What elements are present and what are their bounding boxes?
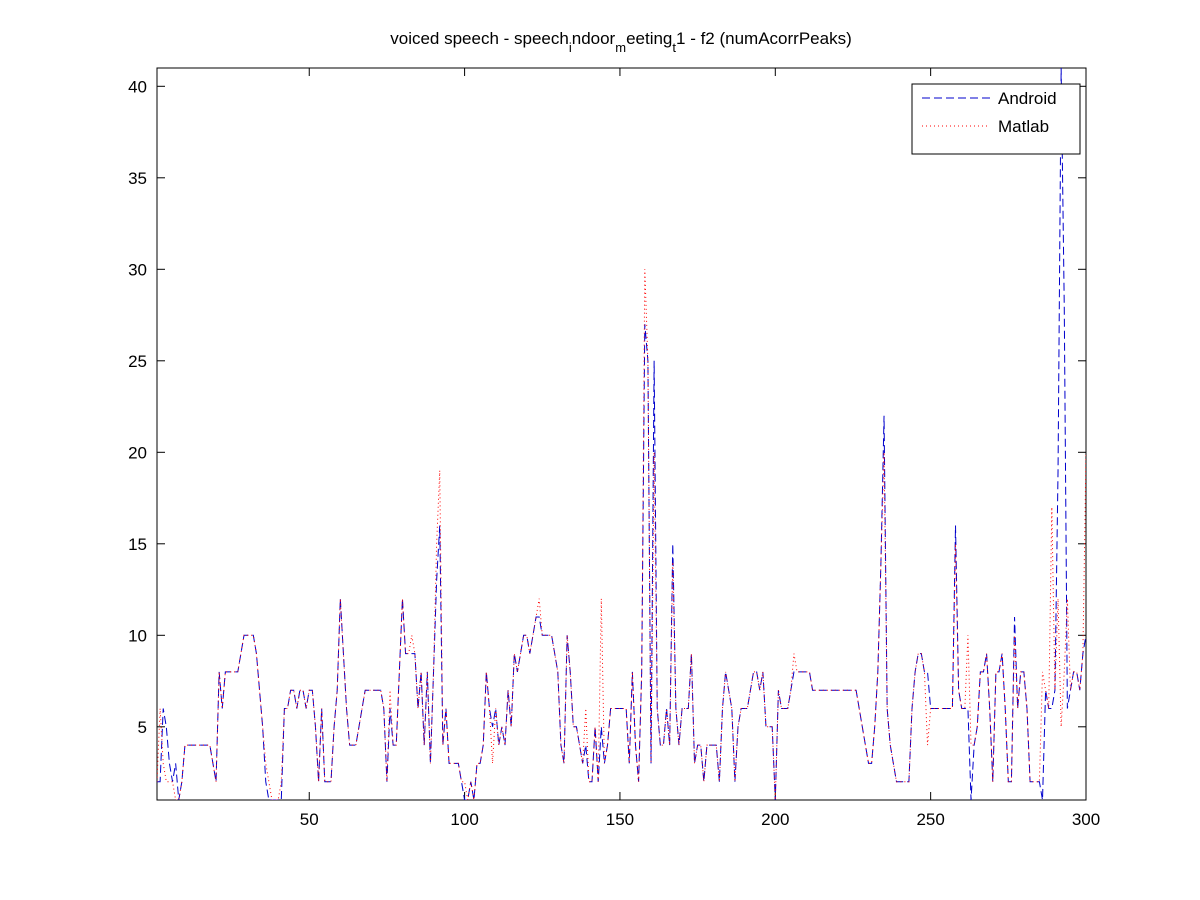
legend-box [911,83,1081,155]
y-tick-label: 25 [128,352,147,371]
title-text: 1 - f2 (numAcorrPeaks) [676,29,852,48]
title-subscript: m [615,40,626,55]
title-subscript: i [569,40,572,55]
x-tick-label: 100 [450,810,478,829]
x-tick-label: 250 [916,810,944,829]
x-tick-label: 200 [761,810,789,829]
title-text: ndoor [572,29,616,48]
y-tick-label: 40 [128,77,147,96]
plot-area [156,67,1087,801]
x-tick-label: 150 [606,810,634,829]
chart-title: voiced speech - speechindoormeetingt1 - … [390,29,852,55]
y-tick-label: 5 [138,718,147,737]
title-text: eeting [626,29,672,48]
y-tick-label: 20 [128,443,147,462]
legend-label: Matlab [998,117,1049,136]
x-tick-label: 50 [300,810,319,829]
x-tick-label: 300 [1072,810,1100,829]
y-tick-label: 35 [128,169,147,188]
series-line [157,68,1086,800]
y-tick-label: 10 [128,626,147,645]
y-tick-label: 30 [128,260,147,279]
y-tick-label: 15 [128,535,147,554]
title-subscript: t [672,40,676,55]
title-text: voiced speech - speech [390,29,569,48]
legend-label: Android [998,89,1057,108]
